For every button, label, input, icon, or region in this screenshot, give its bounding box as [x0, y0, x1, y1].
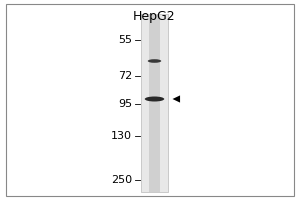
- Text: 130: 130: [111, 131, 132, 141]
- Ellipse shape: [145, 97, 164, 102]
- Polygon shape: [172, 95, 180, 103]
- Text: HepG2: HepG2: [133, 10, 176, 23]
- Ellipse shape: [148, 59, 161, 63]
- Bar: [149, 14, 160, 192]
- Text: 55: 55: [118, 35, 132, 45]
- Bar: [141, 14, 168, 192]
- Text: 72: 72: [118, 71, 132, 81]
- Text: 95: 95: [118, 99, 132, 109]
- Text: 250: 250: [111, 175, 132, 185]
